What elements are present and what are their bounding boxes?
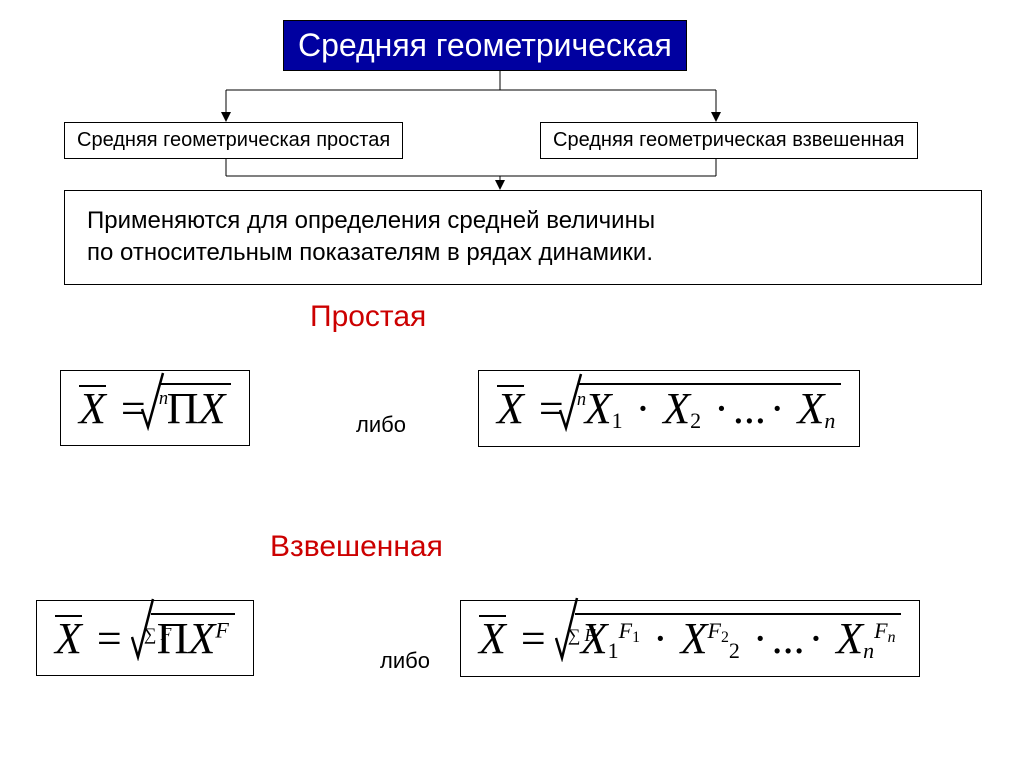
var-x: X <box>79 384 106 433</box>
ellipsis: ... <box>733 384 766 433</box>
formula-weighted-compact: X = ∑ F ПXF <box>36 600 254 676</box>
formula-weighted-expanded: X = ∑ F X1F1 · XF22 ·...· XnFn <box>460 600 920 677</box>
or-text: либо <box>356 412 406 437</box>
dot: · <box>636 384 651 433</box>
var-x: X <box>681 614 708 663</box>
var-x: X <box>55 614 82 663</box>
weight-F: F <box>708 618 721 643</box>
title-box: Средняя геометрическая <box>283 20 687 71</box>
sub-1: 1 <box>612 408 623 433</box>
sub-2: 2 <box>729 638 740 663</box>
sup-Fn: Fn <box>874 618 895 643</box>
var-x: X <box>479 614 506 663</box>
sup-F1: F1 <box>619 618 640 643</box>
heading-simple-text: Простая <box>310 300 426 333</box>
sub-2: 2 <box>690 408 701 433</box>
ellipsis: ... <box>772 614 805 663</box>
formula-simple-expanded: X = n X1 · X2 ·...· Xn <box>478 370 860 447</box>
var-x: X <box>581 614 608 663</box>
dot: · <box>753 614 768 663</box>
weight-F: F <box>874 618 887 643</box>
var-x: X <box>189 614 216 663</box>
or-text: либо <box>380 648 430 673</box>
product-symbol: П <box>167 384 199 433</box>
var-x: X <box>663 384 690 433</box>
sub-n: n <box>863 638 874 663</box>
sub-1: 1 <box>608 638 619 663</box>
sub-n: n <box>824 408 835 433</box>
description-box: Применяются для определения средней вели… <box>64 190 982 285</box>
heading-simple: Простая <box>310 300 426 334</box>
description-line2: по относительным показателям в рядах дин… <box>87 239 653 266</box>
or-label-1: либо <box>356 412 406 438</box>
sup-F2: F2 <box>708 618 729 643</box>
dot: · <box>714 384 729 433</box>
subin-n: n <box>888 629 896 646</box>
var-x: X <box>585 384 612 433</box>
subin-2: 2 <box>721 629 729 646</box>
dot: · <box>809 614 824 663</box>
sup-F: F <box>215 618 228 643</box>
description-line1: Применяются для определения средней вели… <box>87 207 655 234</box>
dot: · <box>770 384 785 433</box>
var-x: X <box>497 384 524 433</box>
subin-1: 1 <box>632 629 640 646</box>
var-x: X <box>797 384 824 433</box>
or-label-2: либо <box>380 648 430 674</box>
weight-F: F <box>619 618 632 643</box>
heading-weighted-text: Взвешенная <box>270 530 443 563</box>
subtype-simple-box: Средняя геометрическая простая <box>64 122 403 159</box>
var-x: X <box>836 614 863 663</box>
title-text: Средняя геометрическая <box>298 27 672 63</box>
subtype-weighted-box: Средняя геометрическая взвешенная <box>540 122 918 159</box>
dot: · <box>653 614 668 663</box>
formula-simple-compact: X = n ПX <box>60 370 250 446</box>
subtype-simple-label: Средняя геометрическая простая <box>77 129 390 151</box>
heading-weighted: Взвешенная <box>270 530 443 564</box>
product-symbol: П <box>157 614 189 663</box>
var-x: X <box>199 384 226 433</box>
subtype-weighted-label: Средняя геометрическая взвешенная <box>553 129 905 151</box>
